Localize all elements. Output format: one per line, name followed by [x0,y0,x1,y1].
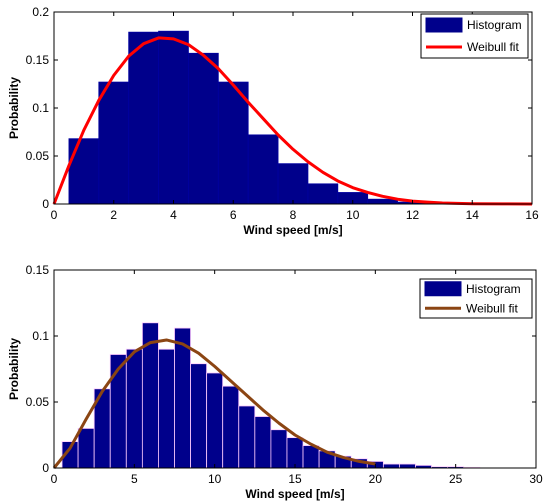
y-tick-label: 0.1 [32,101,49,115]
y-tick-label: 0 [42,461,49,475]
histogram-bar [270,429,288,469]
histogram-bar [125,348,143,469]
legend-histogram-swatch [424,281,462,297]
chart-wind-histogram-2: 0 5 10 15 20 25 30 0 0.05 0.1 0.15 Wind speed [m/s]… [7,263,543,501]
histogram-bar [158,30,189,205]
x-tick-label: 2 [110,208,117,222]
y-tick-label: 0.1 [32,329,49,343]
x-tick-label: 14 [466,208,480,222]
histogram-bar [307,183,339,205]
x-tick-label: 0 [51,208,58,222]
x-tick-label: 15 [288,472,302,486]
weibull-fit-line [52,36,533,206]
histogram-bar [98,81,130,205]
legend-histogram-label: Histogram [466,282,521,296]
histogram-bar [238,405,256,469]
x-tick-label: 8 [290,208,297,222]
histogram-bar [217,81,249,205]
legend-fit-label: Weibull fit [467,40,519,54]
chart-wind-histogram-1: 0 2 4 6 8 10 12 14 16 0 0.05 0.1 0.15 0.2 Wind speed [… [7,5,539,237]
legend-histogram-label: Histogram [467,18,522,32]
x-tick-label: 0 [51,472,58,486]
histogram-bar [158,348,175,469]
histogram-bar [188,52,219,205]
histogram-bar [367,198,398,205]
histogram-bar [382,463,400,469]
y-axis-label: Probability [7,77,21,139]
histogram-bar [206,372,224,469]
x-tick-label: 10 [208,472,222,486]
x-tick-label: 5 [131,472,138,486]
histogram-bar [190,363,208,469]
y-axis-label: Probability [7,338,21,400]
histogram-bar [254,416,272,469]
histogram-bar [277,163,309,205]
x-tick-label: 10 [346,208,360,222]
histogram-bar [77,427,95,469]
histogram-bar [247,134,279,205]
legend-histogram-swatch [425,17,463,33]
y-tick-label: 0.2 [32,5,49,19]
y-tick-label: 0 [42,197,49,211]
x-tick-label: 12 [406,208,420,222]
x-tick-label: 6 [230,208,237,222]
histogram-bar [68,138,100,205]
x-axis-label: Wind speed [m/s] [243,223,342,237]
histogram-bar [302,445,320,469]
y-tick-label: 0.05 [26,149,50,163]
y-tick-label: 0.15 [26,263,50,277]
x-tick-label: 20 [369,472,383,486]
weibull-fit-line [52,338,376,469]
histogram-bar [222,385,240,469]
x-tick-label: 16 [525,208,539,222]
x-tick-label: 30 [529,472,543,486]
x-tick-label: 25 [449,472,463,486]
x-tick-label: 4 [170,208,177,222]
histogram-bar [399,463,416,469]
histogram-bar [128,31,159,205]
y-tick-label: 0.15 [26,53,50,67]
histogram-bar [174,327,191,469]
histogram-bar [286,437,304,469]
x-axis-label: Wind speed [m/s] [245,487,344,501]
y-tick-label: 0.05 [26,395,50,409]
legend-fit-label: Weibull fit [466,301,518,315]
